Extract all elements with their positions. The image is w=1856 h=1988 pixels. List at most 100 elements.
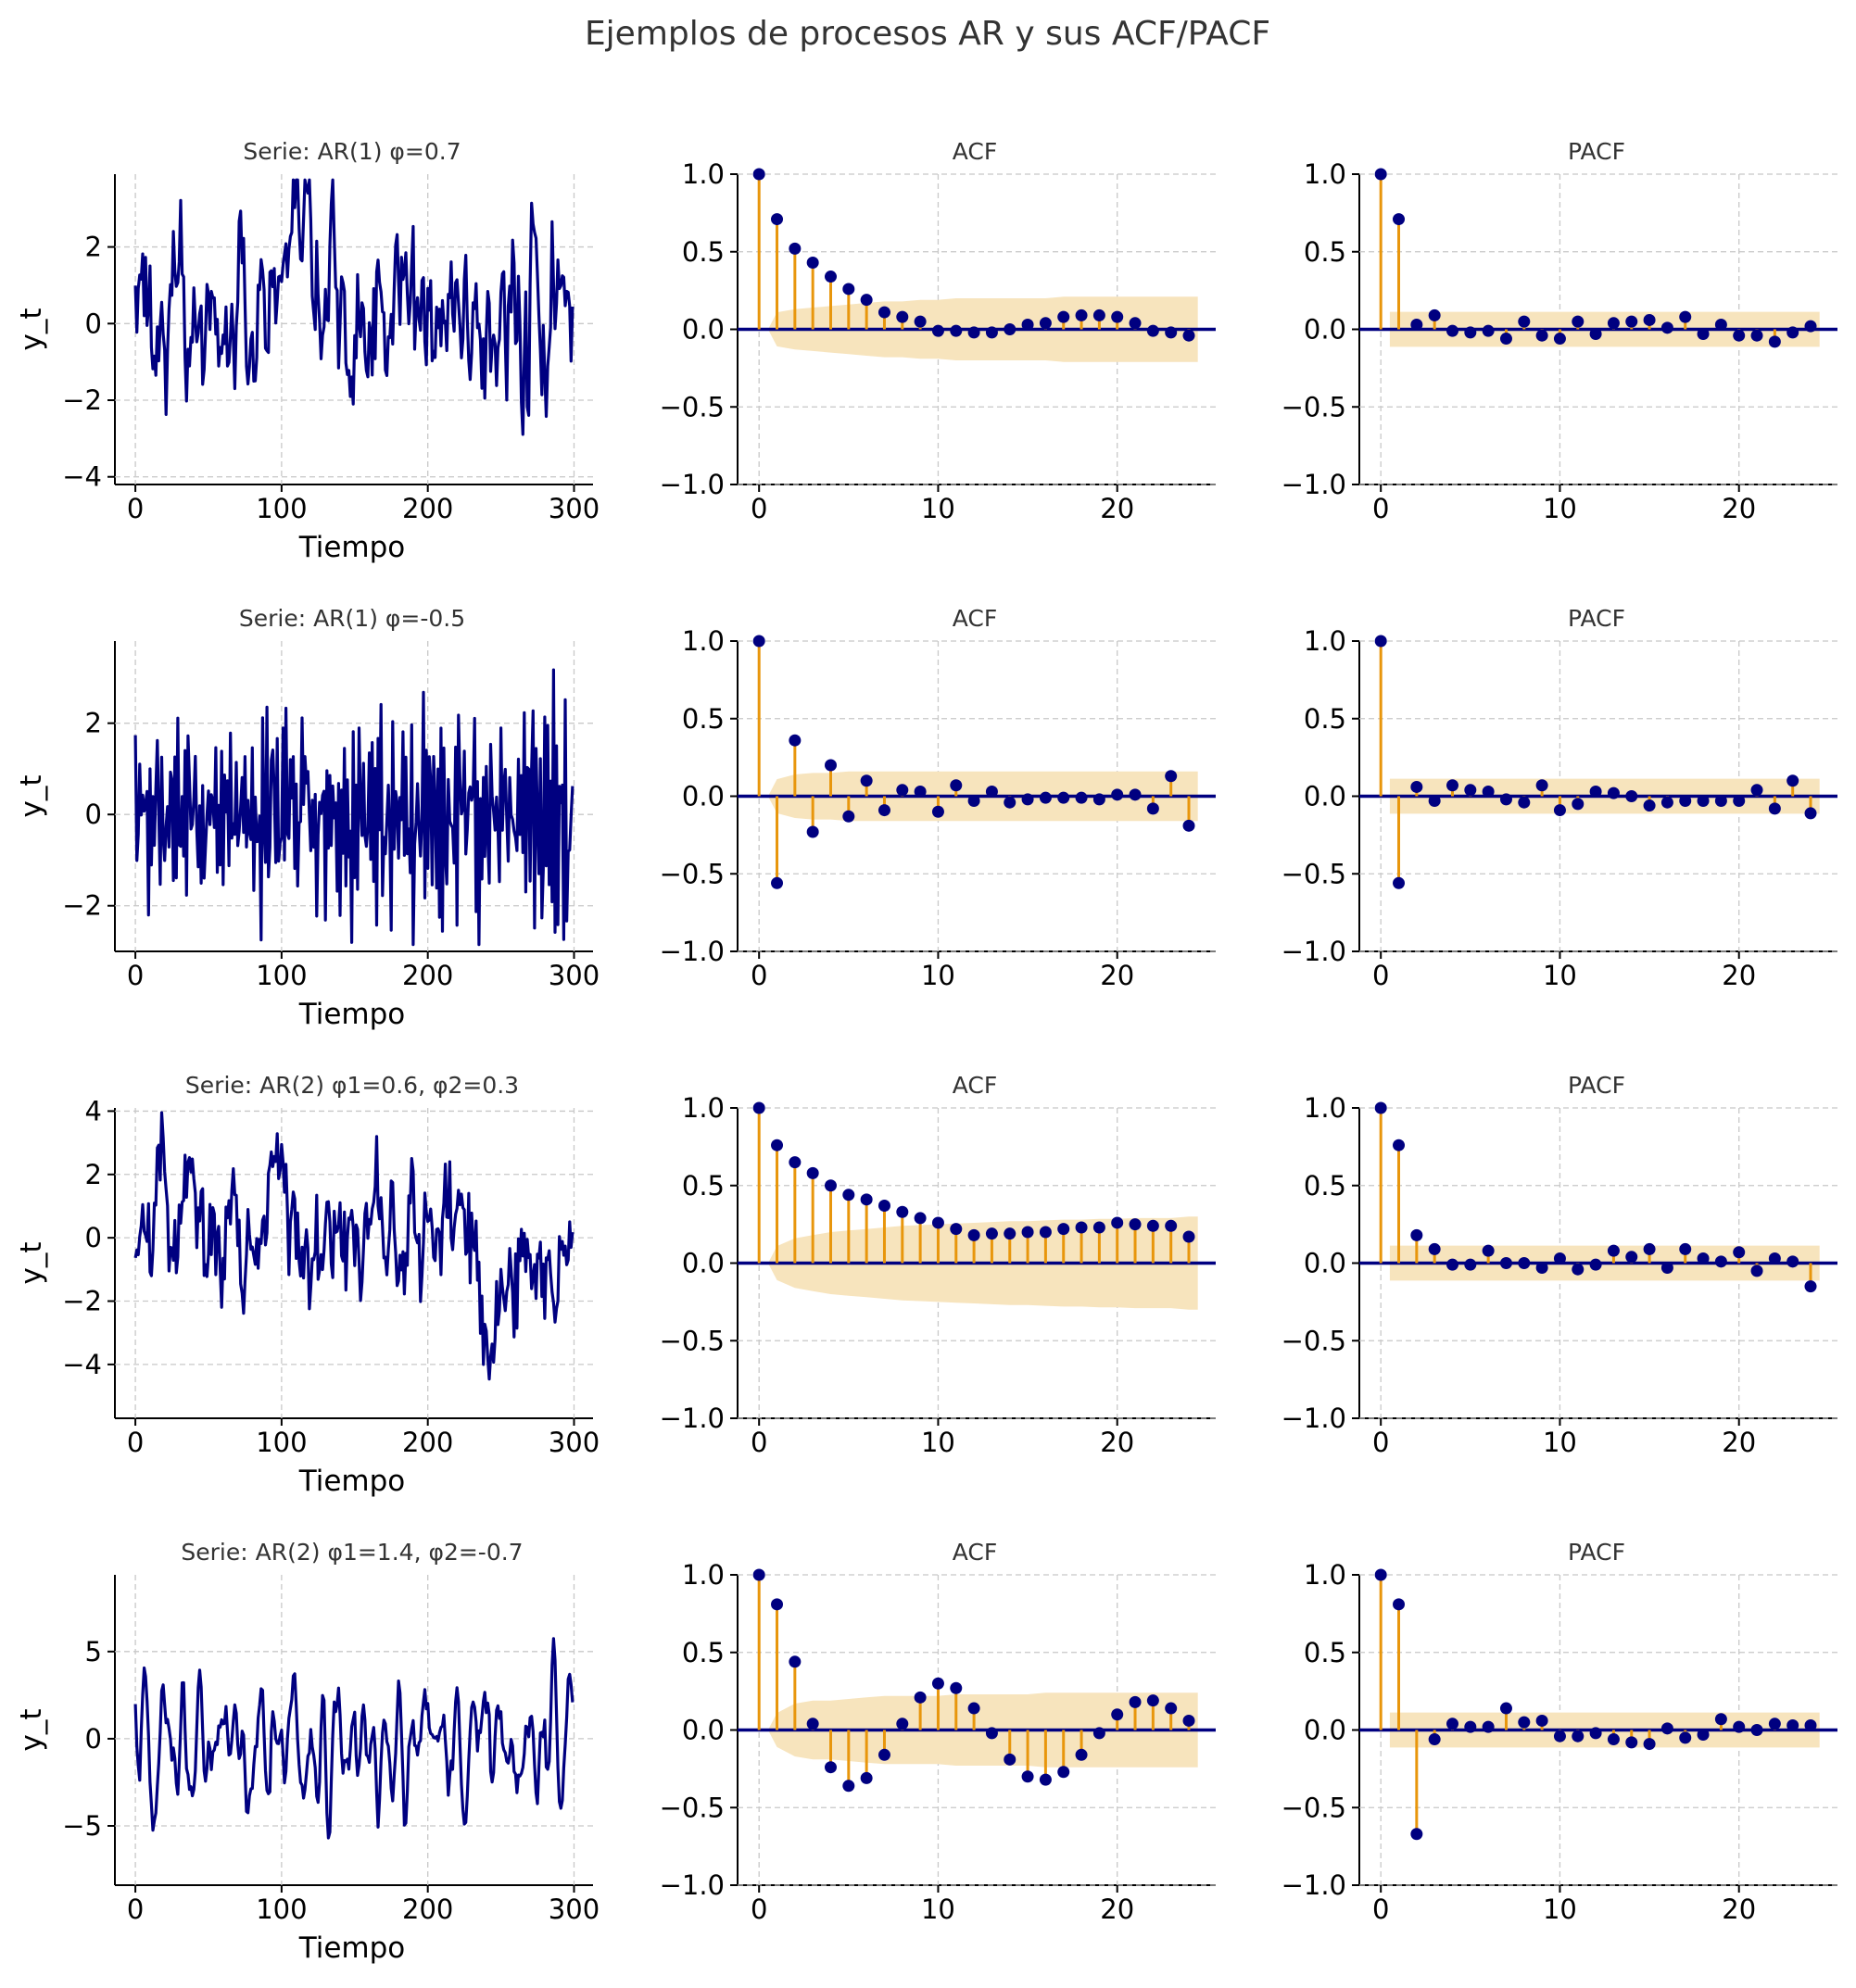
stem-marker: [752, 1568, 765, 1581]
stem-marker: [1410, 780, 1423, 793]
stem-marker: [1146, 1694, 1159, 1707]
stem-marker: [1057, 791, 1070, 804]
stem-marker: [1410, 318, 1423, 331]
y-axis-label: y_t: [15, 774, 48, 817]
stem-marker: [1004, 796, 1016, 809]
pacf-panel-1: 0 10 20 −1.0 −0.5 0.0 0.5 1.0 PACF: [1282, 138, 1837, 524]
stem-marker: [1625, 1736, 1638, 1749]
acf-panel-2: 0 10 20 −1.0 −0.5 0.0 0.5 1.0 ACF: [660, 605, 1216, 991]
stem-marker: [1410, 1828, 1423, 1841]
x-axis-label: Tiempo: [298, 998, 406, 1031]
x-tick-label: 100: [256, 493, 307, 524]
y-tick-label: 0.0: [1304, 781, 1346, 812]
acf-title: ACF: [953, 605, 998, 632]
y-tick-label: 0.5: [1304, 1637, 1346, 1668]
y-tick-label: 0.5: [682, 703, 725, 735]
pacf-title: PACF: [1568, 1072, 1625, 1099]
stem-marker: [1553, 804, 1566, 817]
y-tick-label: −4: [62, 1349, 102, 1380]
y-tick-label: 2: [85, 1159, 102, 1190]
stem-marker: [1535, 779, 1548, 792]
stem-marker: [1697, 1252, 1710, 1265]
stem-marker: [931, 324, 944, 337]
stem-marker: [1182, 329, 1195, 342]
series-line: [133, 1111, 574, 1381]
stem-marker: [842, 810, 855, 823]
series-panel-1: 0 100 200 300 −4 −2 0 2 Serie: AR(1) φ=0.7 Tiempo…: [15, 138, 600, 564]
stem-marker: [1518, 315, 1531, 328]
x-axis-label: Tiempo: [298, 531, 406, 564]
y-tick-label: 0.5: [1304, 236, 1346, 268]
stem-marker: [877, 1748, 890, 1761]
y-tick-label: 1.0: [682, 1559, 725, 1591]
stem-marker: [1607, 786, 1620, 799]
stem-marker: [1393, 213, 1406, 226]
stem-marker: [1428, 795, 1441, 808]
stem-marker: [1111, 788, 1124, 801]
x-tick-label: 0: [751, 493, 767, 524]
y-tick-label: 1.0: [1304, 158, 1346, 190]
y-tick-label: −1.0: [1282, 936, 1346, 967]
stem-marker: [1553, 1252, 1566, 1265]
pacf-title: PACF: [1568, 138, 1625, 165]
x-tick-label: 0: [1372, 1894, 1389, 1925]
pacf-panel-2: 0 10 20 −1.0 −0.5 0.0 0.5 1.0 PACF: [1282, 605, 1837, 991]
stem-marker: [1768, 335, 1781, 348]
stem-marker: [842, 1189, 855, 1202]
stem-marker: [1733, 1720, 1746, 1733]
stem-marker: [806, 1166, 819, 1179]
x-tick-label: 20: [1722, 960, 1756, 991]
y-tick-label: −1.0: [660, 469, 725, 500]
stem-marker: [1075, 791, 1088, 804]
stem-marker: [1787, 774, 1799, 787]
stem-marker: [1553, 333, 1566, 346]
y-tick-label: 1.0: [682, 1092, 725, 1124]
stem-marker: [896, 1205, 909, 1218]
stem-marker: [985, 1227, 998, 1240]
stem-marker: [1057, 310, 1070, 323]
x-tick-label: 0: [751, 1427, 767, 1458]
stem-marker: [1446, 1717, 1458, 1730]
stem-marker: [752, 635, 765, 648]
x-tick-label: 10: [1543, 493, 1577, 524]
acf-panel-4: 0 10 20 −1.0 −0.5 0.0 0.5 1.0 ACF: [660, 1539, 1216, 1925]
stem-marker: [1768, 1717, 1781, 1730]
stem-marker: [1660, 1262, 1673, 1275]
stem-marker: [1111, 1708, 1124, 1721]
stem-marker: [1589, 1727, 1602, 1740]
stem-marker: [1482, 785, 1495, 798]
y-tick-label: 5: [85, 1636, 102, 1667]
stem-marker: [1697, 328, 1710, 341]
stem-marker: [1768, 802, 1781, 815]
x-tick-label: 0: [1372, 960, 1389, 991]
stem-marker: [877, 1200, 890, 1213]
y-tick-label: 0: [85, 1222, 102, 1253]
y-tick-label: −2: [62, 890, 102, 922]
stem-marker: [860, 1193, 873, 1206]
y-tick-label: −0.5: [1282, 1325, 1346, 1356]
x-tick-label: 10: [921, 1427, 955, 1458]
y-tick-label: 1.0: [1304, 1559, 1346, 1591]
stem-marker: [1714, 318, 1727, 331]
stem-marker: [1393, 1598, 1406, 1611]
stem-marker: [771, 1139, 784, 1151]
stem-marker: [1787, 326, 1799, 339]
x-axis-label: Tiempo: [298, 1465, 406, 1498]
pacf-title: PACF: [1568, 605, 1625, 632]
stem-marker: [806, 256, 819, 269]
stem-marker: [842, 1780, 855, 1793]
stem-marker: [1589, 1258, 1602, 1271]
stem-marker: [1482, 324, 1495, 337]
stem-marker: [1660, 1722, 1673, 1735]
stem-marker: [1572, 798, 1585, 811]
x-tick-label: 100: [256, 960, 307, 991]
stem-marker: [1553, 1730, 1566, 1743]
y-tick-label: −1.0: [660, 936, 725, 967]
stem-marker: [1607, 1244, 1620, 1257]
y-tick-label: 2: [85, 708, 102, 739]
x-tick-label: 300: [549, 960, 600, 991]
stem-marker: [824, 271, 837, 283]
stem-marker: [1787, 1718, 1799, 1731]
y-tick-label: −0.5: [660, 1325, 725, 1356]
series-title: Serie: AR(1) φ=0.7: [243, 138, 461, 165]
